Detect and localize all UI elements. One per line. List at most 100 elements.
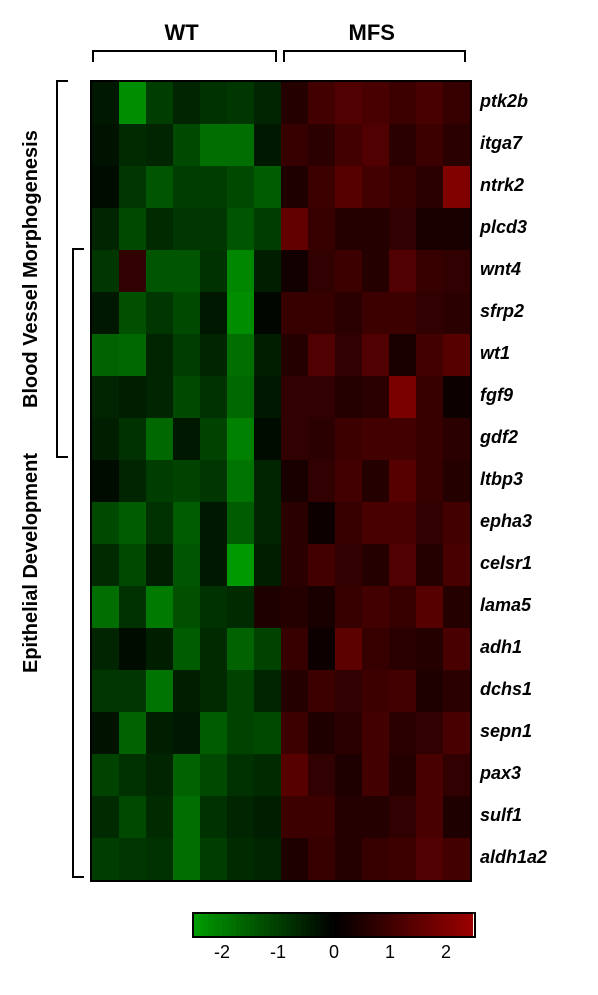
heatmap-cell bbox=[92, 544, 119, 586]
heatmap-cell bbox=[308, 208, 335, 250]
heatmap-cell bbox=[227, 124, 254, 166]
heatmap-cell bbox=[389, 418, 416, 460]
heatmap-cell bbox=[389, 712, 416, 754]
heatmap-cell bbox=[308, 838, 335, 880]
heatmap-cell bbox=[443, 334, 470, 376]
gene-label: itga7 bbox=[480, 122, 547, 164]
gene-labels: ptk2bitga7ntrk2plcd3wnt4sfrp2wt1fgf9gdf2… bbox=[472, 80, 547, 878]
heatmap-cell bbox=[416, 208, 443, 250]
heatmap-cell bbox=[119, 712, 146, 754]
heatmap-cell bbox=[119, 166, 146, 208]
heatmap-cell bbox=[173, 502, 200, 544]
heatmap-cell bbox=[119, 460, 146, 502]
heatmap-cell bbox=[335, 124, 362, 166]
heatmap-cell bbox=[146, 292, 173, 334]
heatmap-cell bbox=[308, 292, 335, 334]
heatmap-cell bbox=[119, 502, 146, 544]
heatmap-cell bbox=[146, 712, 173, 754]
heatmap-cell bbox=[173, 628, 200, 670]
heatmap-cell bbox=[92, 250, 119, 292]
heatmap-cell bbox=[254, 418, 281, 460]
column-bracket-mfs bbox=[283, 50, 466, 62]
heatmap-cell bbox=[254, 334, 281, 376]
heatmap-cell bbox=[308, 796, 335, 838]
heatmap-cell bbox=[308, 82, 335, 124]
heatmap-cell bbox=[200, 502, 227, 544]
heatmap-cell bbox=[335, 460, 362, 502]
heatmap-cell bbox=[119, 124, 146, 166]
heatmap-cell bbox=[146, 82, 173, 124]
gene-label: sepn1 bbox=[480, 710, 547, 752]
heatmap-cell bbox=[308, 250, 335, 292]
heatmap-cell bbox=[227, 292, 254, 334]
heatmap-cell bbox=[281, 166, 308, 208]
heatmap-cell bbox=[416, 628, 443, 670]
heatmap-cell bbox=[389, 208, 416, 250]
heatmap-cell bbox=[254, 292, 281, 334]
heatmap-cell bbox=[335, 754, 362, 796]
heatmap-cell bbox=[200, 376, 227, 418]
heatmap-cell bbox=[254, 628, 281, 670]
gene-label: epha3 bbox=[480, 500, 547, 542]
heatmap-cell bbox=[119, 376, 146, 418]
heatmap-cell bbox=[335, 838, 362, 880]
heatmap-cell bbox=[416, 334, 443, 376]
heatmap-cell bbox=[416, 376, 443, 418]
heatmap-cell bbox=[254, 250, 281, 292]
heatmap-cell bbox=[389, 628, 416, 670]
legend-tick-label: 2 bbox=[441, 942, 451, 963]
heatmap-cell bbox=[173, 670, 200, 712]
heatmap-cell bbox=[254, 376, 281, 418]
heatmap-cell bbox=[254, 166, 281, 208]
heatmap-cell bbox=[389, 334, 416, 376]
heatmap-cell bbox=[362, 460, 389, 502]
heatmap-cell bbox=[443, 208, 470, 250]
heatmap-cell bbox=[362, 334, 389, 376]
heatmap-cell bbox=[335, 544, 362, 586]
heatmap-cell bbox=[443, 250, 470, 292]
heatmap-cell bbox=[227, 544, 254, 586]
heatmap-cell bbox=[443, 628, 470, 670]
gene-label: aldh1a2 bbox=[480, 836, 547, 878]
heatmap-cell bbox=[281, 670, 308, 712]
heatmap-cell bbox=[254, 754, 281, 796]
legend-tick-label: 1 bbox=[385, 942, 395, 963]
column-bracket-wt bbox=[92, 50, 277, 62]
heatmap-cell bbox=[308, 670, 335, 712]
heatmap-cell bbox=[308, 418, 335, 460]
heatmap-cell bbox=[173, 250, 200, 292]
heatmap-cell bbox=[146, 838, 173, 880]
heatmap-cell bbox=[308, 124, 335, 166]
heatmap-cell bbox=[119, 754, 146, 796]
heatmap-cell bbox=[227, 838, 254, 880]
heatmap-cell bbox=[227, 796, 254, 838]
heatmap-cell bbox=[146, 376, 173, 418]
heatmap-cell bbox=[362, 376, 389, 418]
heatmap-cell bbox=[308, 586, 335, 628]
heatmap-cell bbox=[335, 250, 362, 292]
heatmap-cell bbox=[119, 418, 146, 460]
row-group-label: Epithelial Development bbox=[20, 248, 43, 878]
heatmap-cell bbox=[335, 586, 362, 628]
heatmap-cell bbox=[308, 754, 335, 796]
heatmap-cell bbox=[362, 124, 389, 166]
heatmap-cell bbox=[281, 502, 308, 544]
heatmap-cell bbox=[227, 82, 254, 124]
heatmap-cell bbox=[92, 166, 119, 208]
gene-label: lama5 bbox=[480, 584, 547, 626]
heatmap-cell bbox=[146, 670, 173, 712]
heatmap-cell bbox=[362, 586, 389, 628]
legend-ticks: -2-1012 bbox=[194, 938, 474, 966]
heatmap-cell bbox=[254, 124, 281, 166]
heatmap-cell bbox=[254, 82, 281, 124]
gene-label: sulf1 bbox=[480, 794, 547, 836]
heatmap-cell bbox=[227, 754, 254, 796]
heatmap-cell bbox=[335, 502, 362, 544]
heatmap-cell bbox=[146, 754, 173, 796]
heatmap-cell bbox=[443, 586, 470, 628]
heatmap-cell bbox=[443, 292, 470, 334]
heatmap-cell bbox=[443, 166, 470, 208]
heatmap-cell bbox=[92, 292, 119, 334]
heatmap-cell bbox=[173, 334, 200, 376]
heatmap-cell bbox=[254, 796, 281, 838]
